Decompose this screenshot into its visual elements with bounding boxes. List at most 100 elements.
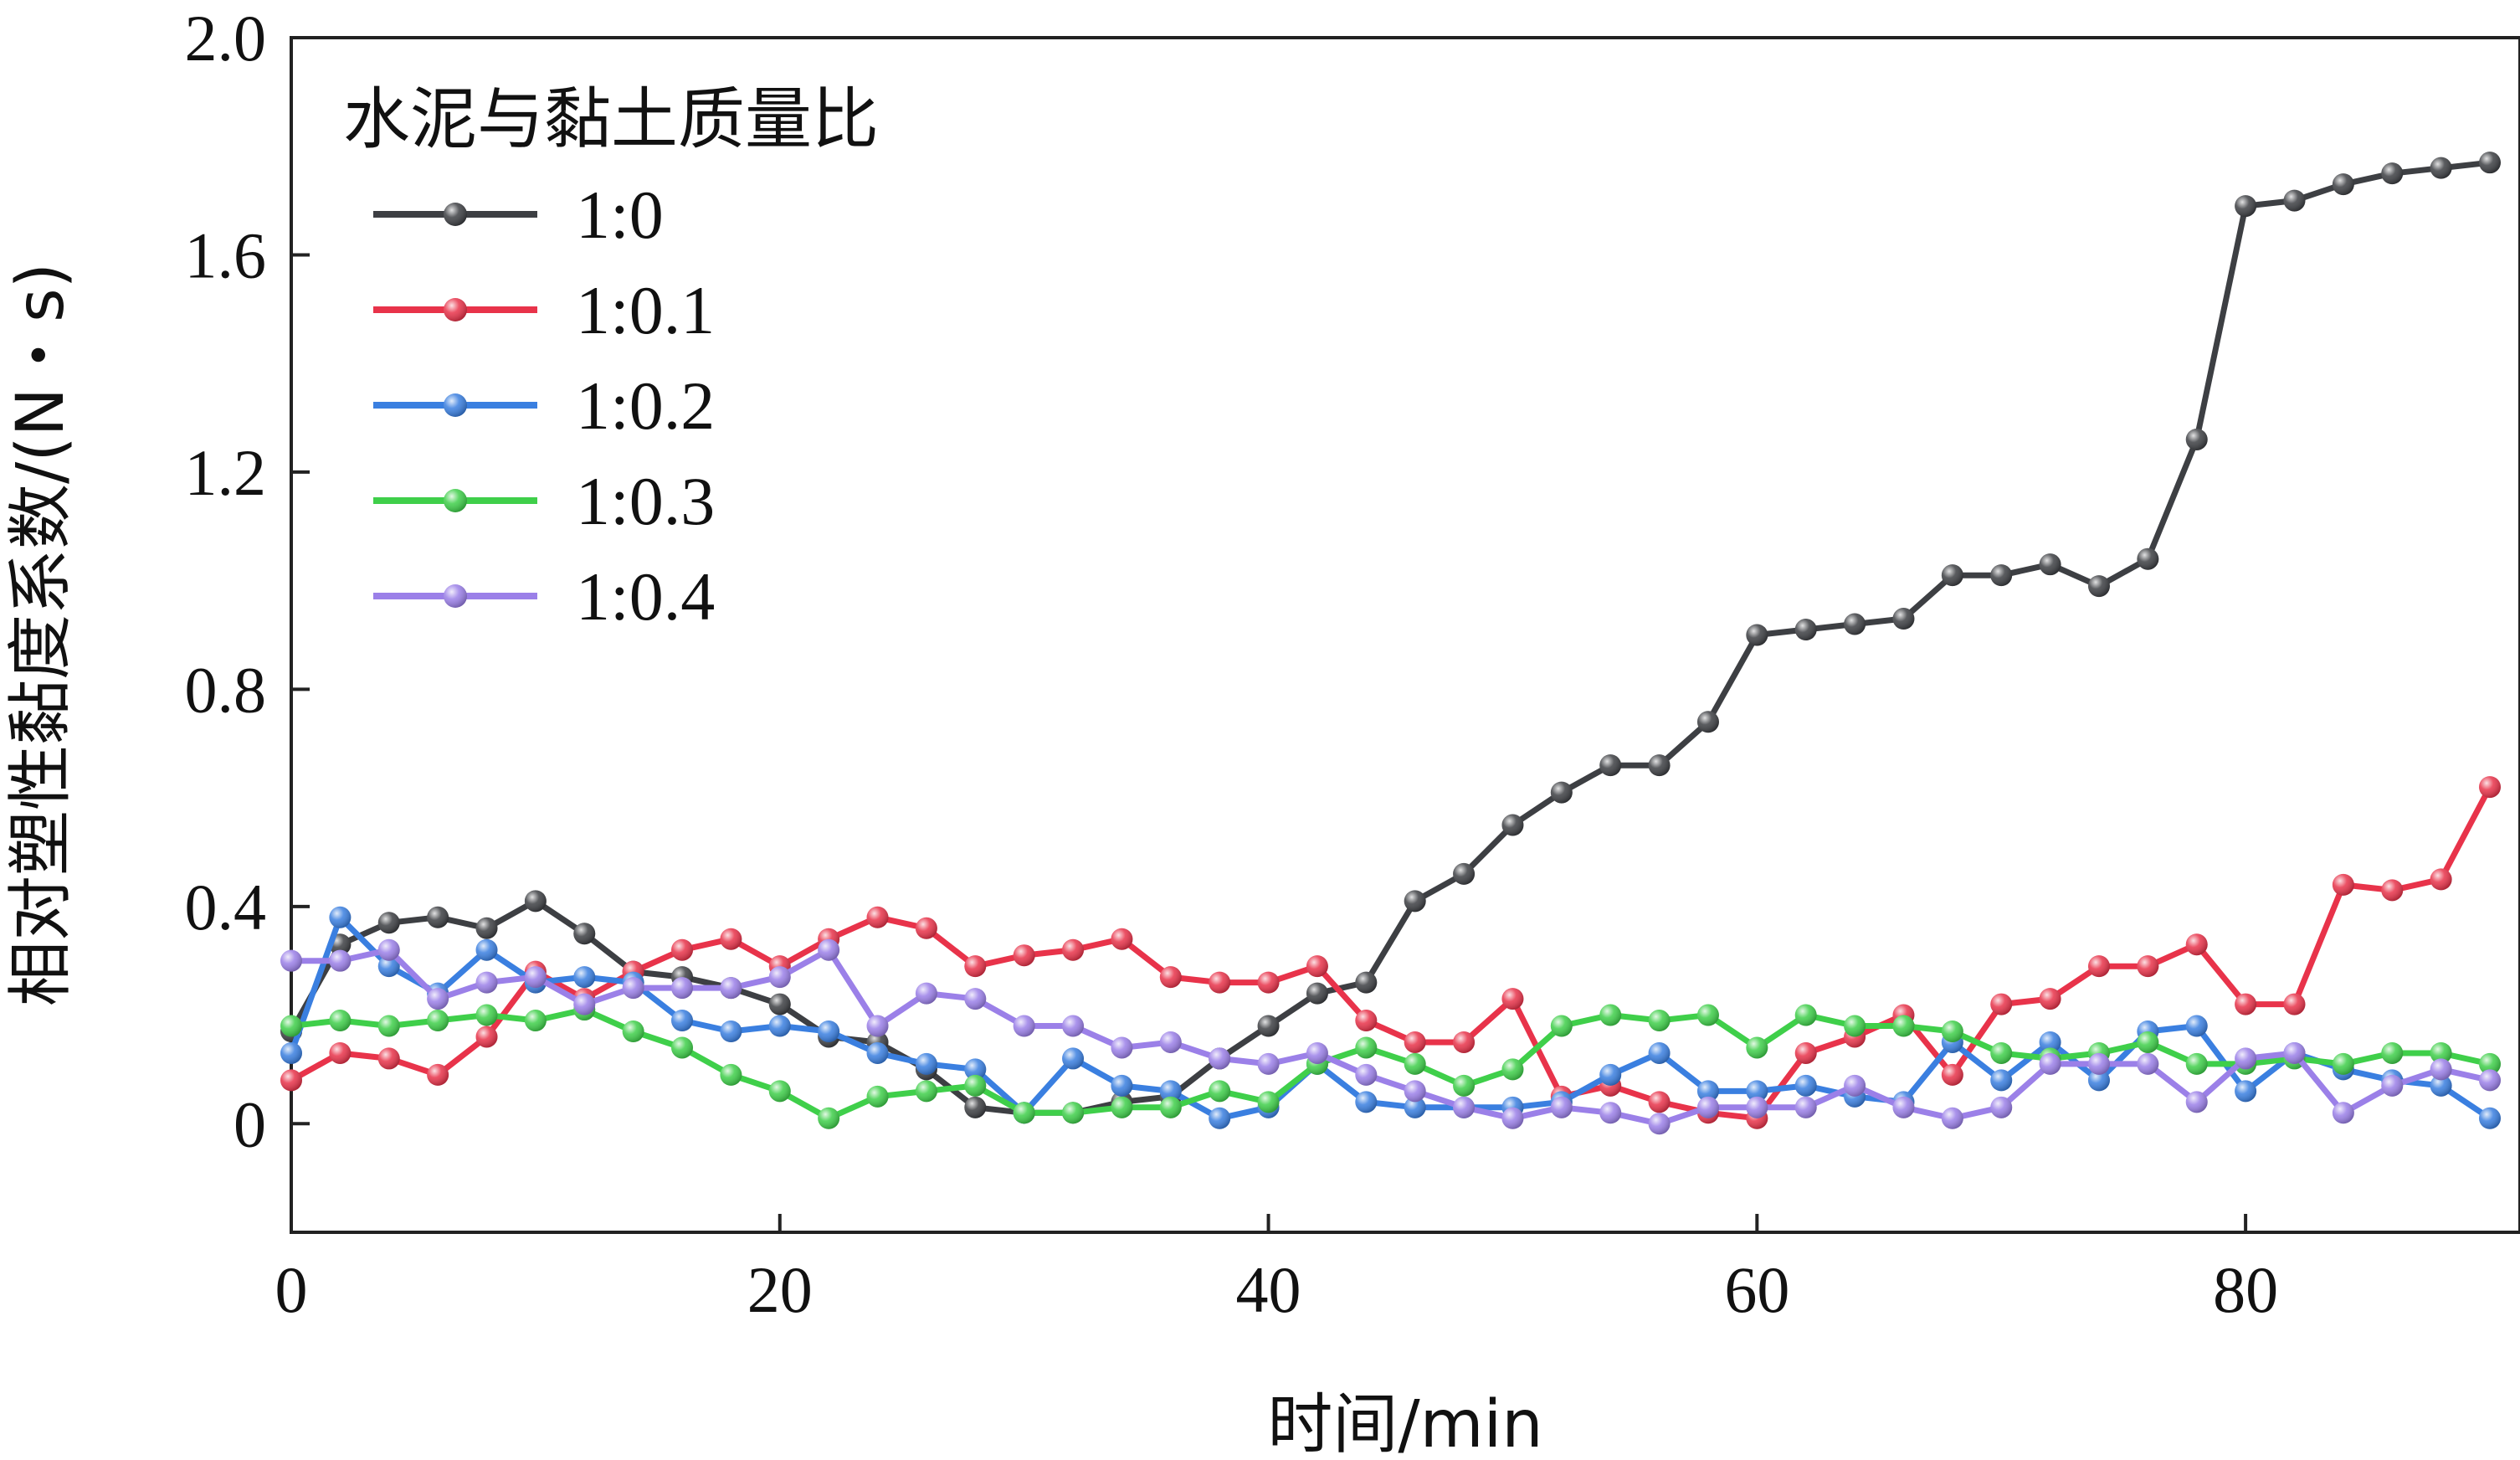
- data-point-highlight: [2479, 1107, 2501, 1129]
- plot-frame: [290, 36, 2520, 1234]
- data-point-highlight: [1990, 1041, 2013, 1064]
- data-point-highlight: [1794, 1041, 1817, 1064]
- legend-item: 1:0.2: [373, 368, 715, 444]
- legend-label: 1:0.2: [576, 368, 715, 444]
- data-point-highlight: [1501, 988, 1524, 1010]
- data-point-highlight: [280, 1069, 302, 1092]
- data-point-highlight: [573, 966, 596, 989]
- data-point-highlight: [377, 912, 400, 934]
- data-point-highlight: [280, 1015, 302, 1037]
- data-point-highlight: [915, 1080, 937, 1103]
- data-point-highlight: [818, 1107, 840, 1129]
- data-point-highlight: [1404, 1080, 1426, 1103]
- data-point-highlight: [818, 1020, 840, 1043]
- series-1:0: [280, 152, 2501, 1124]
- data-point-highlight: [573, 923, 596, 945]
- data-point-highlight: [1941, 1063, 1963, 1086]
- data-point-highlight: [671, 977, 694, 1000]
- data-point-highlight: [720, 1063, 742, 1086]
- legend-swatch-highlight: [444, 584, 467, 608]
- data-point-highlight: [2185, 1015, 2208, 1037]
- data-point-highlight: [2039, 553, 2061, 576]
- data-point-highlight: [1355, 1063, 1378, 1086]
- data-point-highlight: [1257, 1052, 1280, 1075]
- x-tick-label: 60: [1724, 1253, 1789, 1326]
- data-point-highlight: [1696, 1004, 1719, 1026]
- series-1:0.3: [280, 999, 2501, 1129]
- legend-title: 水泥与黏土质量比: [343, 80, 879, 158]
- data-point-highlight: [1159, 1031, 1182, 1053]
- data-point-highlight: [1990, 1069, 2013, 1092]
- data-point-highlight: [2332, 1052, 2354, 1075]
- data-point-highlight: [671, 938, 694, 961]
- series-line: [290, 785, 2493, 1122]
- legend-item: 1:0.3: [373, 463, 715, 539]
- data-point-highlight: [1648, 754, 1671, 777]
- data-point-highlight: [1990, 1096, 2013, 1118]
- data-point-highlight: [2185, 933, 2208, 956]
- data-point-highlight: [1599, 1102, 1622, 1124]
- data-point-highlight: [1892, 1015, 1915, 1037]
- data-point-highlight: [2185, 1052, 2208, 1075]
- data-point-highlight: [1844, 613, 1866, 635]
- data-point-highlight: [1111, 1074, 1133, 1097]
- data-point-highlight: [1111, 928, 1133, 950]
- data-point-highlight: [1355, 1010, 1378, 1032]
- series-line: [291, 947, 2491, 1127]
- data-point-highlight: [2137, 1052, 2159, 1075]
- data-point-highlight: [1111, 1036, 1133, 1059]
- data-point-highlight: [1257, 1091, 1280, 1113]
- data-point-highlight: [1990, 564, 2013, 587]
- data-point-highlight: [1746, 1096, 1768, 1118]
- data-point-highlight: [475, 1026, 498, 1048]
- data-point-highlight: [377, 1015, 400, 1037]
- data-point-highlight: [2430, 157, 2452, 179]
- data-point-highlight: [1355, 1036, 1378, 1059]
- data-point-highlight: [964, 988, 987, 1010]
- data-point-highlight: [720, 1020, 742, 1043]
- legend-swatch-highlight: [444, 489, 467, 512]
- data-point-highlight: [1501, 1107, 1524, 1129]
- data-point-highlight: [1306, 955, 1328, 978]
- y-tick-label: 1.2: [185, 436, 267, 509]
- data-point-highlight: [1257, 1015, 1280, 1037]
- data-point-highlight: [1355, 1091, 1378, 1113]
- data-point-highlight: [1746, 624, 1768, 646]
- data-point-highlight: [2235, 1080, 2257, 1103]
- data-point-highlight: [377, 1047, 400, 1070]
- data-point-highlight: [1453, 862, 1476, 885]
- data-point-highlight: [2185, 1091, 2208, 1113]
- data-point-highlight: [964, 1096, 987, 1118]
- data-point-highlight: [1062, 938, 1085, 961]
- y-tick-label: 0: [234, 1087, 266, 1160]
- data-point-highlight: [1013, 1015, 1035, 1037]
- data-point-highlight: [2039, 1031, 2061, 1053]
- data-point-highlight: [2039, 988, 2061, 1010]
- data-point-highlight: [818, 938, 840, 961]
- data-point-highlight: [2381, 1041, 2404, 1064]
- data-point-highlight: [1404, 1052, 1426, 1075]
- data-point-highlight: [622, 977, 644, 1000]
- data-point-highlight: [1550, 1015, 1573, 1037]
- data-point-highlight: [622, 1020, 644, 1043]
- series-1:0.4: [280, 938, 2501, 1135]
- data-point-highlight: [915, 982, 937, 1005]
- data-point-highlight: [2087, 575, 2110, 598]
- data-point-highlight: [524, 890, 547, 912]
- data-point-highlight: [1453, 1096, 1476, 1118]
- data-point-highlight: [1501, 1058, 1524, 1081]
- data-point-highlight: [915, 1052, 937, 1075]
- x-tick-label: 20: [747, 1253, 813, 1326]
- data-point-highlight: [377, 938, 400, 961]
- series-line: [288, 159, 2491, 1116]
- data-point-highlight: [475, 917, 498, 939]
- data-point-highlight: [1599, 1063, 1622, 1086]
- data-point-highlight: [2087, 1069, 2110, 1092]
- data-point-highlight: [1844, 1074, 1866, 1097]
- data-point-highlight: [1648, 1010, 1671, 1032]
- data-point-highlight: [671, 1010, 694, 1032]
- data-point-highlight: [1013, 1102, 1035, 1124]
- data-point-highlight: [329, 1010, 352, 1032]
- data-point-highlight: [2137, 955, 2159, 978]
